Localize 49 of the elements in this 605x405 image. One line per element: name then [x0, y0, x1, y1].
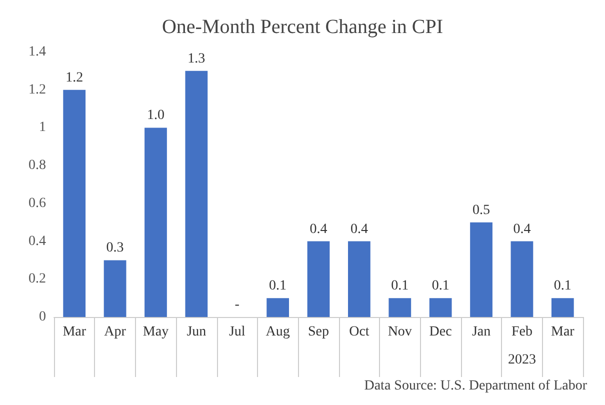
x-tick-label: Jun: [186, 324, 206, 340]
data-label: 1.3: [188, 51, 206, 66]
text: 2023: [508, 352, 536, 368]
x-tick-label: Sep: [308, 324, 329, 340]
chart-title: One-Month Percent Change in CPI: [162, 16, 444, 38]
data-label: 1.0: [146, 108, 164, 124]
data-label: 1.2: [66, 70, 84, 86]
y-tick-label: 0.6: [28, 196, 46, 211]
data-label: 0.1: [432, 278, 450, 294]
y-tick-label: 0: [39, 310, 46, 324]
x-tick-label: Mar: [62, 324, 86, 340]
x-tick-label: Mar: [550, 324, 575, 340]
x-tick-label: Aug: [266, 324, 290, 340]
bar: [266, 298, 289, 317]
y-tick-label: 1.4: [28, 44, 46, 60]
x-tick-label: Jul: [228, 324, 246, 340]
y-tick-label: 1: [39, 120, 46, 136]
bar: [429, 298, 452, 317]
x-tick-label: Dec: [429, 324, 452, 340]
data-label: 0.4: [310, 222, 328, 237]
data-label: 0.1: [554, 278, 572, 294]
data-label: -: [234, 298, 240, 312]
bar: [144, 128, 167, 317]
x-tick-label: May: [142, 324, 169, 340]
y-tick-label: 1.2: [28, 82, 46, 98]
bar: [63, 90, 86, 317]
data-label: 0.4: [513, 222, 531, 237]
bar: [551, 298, 574, 317]
x-tick-label: Oct: [349, 324, 370, 340]
data-label: 0.3: [106, 240, 124, 256]
x-tick-label: Feb: [511, 324, 532, 340]
y-tick-label: 0.8: [28, 158, 46, 174]
bar: [388, 298, 412, 317]
x-tick-label: Nov: [388, 324, 412, 340]
bar: [185, 70, 208, 317]
bar: [348, 241, 370, 317]
bar: [470, 222, 492, 317]
x-tick-label: Apr: [104, 324, 126, 340]
y-tick-label: 0.4: [28, 234, 46, 249]
source-note: Data Source: U.S. Department of Labor: [364, 378, 588, 394]
data-label: 0.1: [391, 278, 409, 294]
x-tick-label: Jan: [472, 324, 491, 340]
y-tick-label: 0.2: [28, 272, 46, 287]
bar: [307, 241, 330, 317]
data-label: 0.1: [269, 278, 287, 294]
data-label: 0.4: [350, 222, 368, 237]
bar: [104, 260, 126, 317]
data-label: 0.5: [472, 202, 490, 218]
bar: [510, 241, 534, 317]
